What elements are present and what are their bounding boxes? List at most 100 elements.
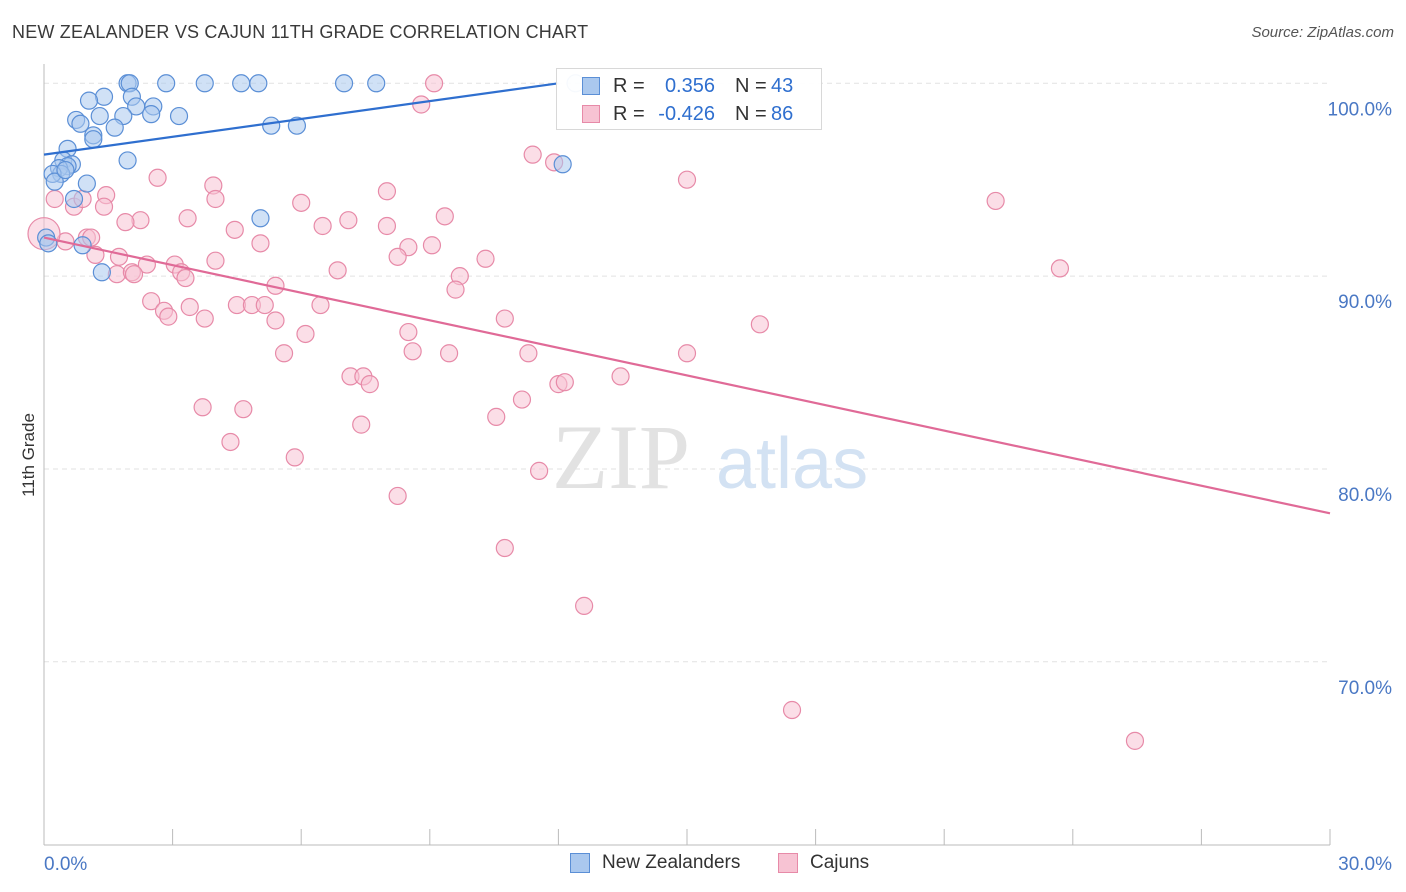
point-new-zealanders [251,209,270,228]
point-new-zealanders [262,116,281,135]
new-zealanders-swatch [582,77,600,95]
point-cajuns [611,367,630,386]
point-cajuns [116,213,135,232]
point-new-zealanders [334,74,354,93]
point-cajuns [313,216,332,236]
point-cajuns [225,220,244,239]
point-cajuns [412,95,431,114]
source-label: Source: ZipAtlas.com [1251,24,1394,41]
point-cajuns [677,344,697,363]
point-cajuns [206,251,225,270]
point-cajuns [206,189,225,209]
point-new-zealanders [142,105,161,124]
stats-row-cajuns: R = -0.426 N = 86 [557,101,821,127]
point-cajuns [352,415,371,434]
legend-swatch-cajuns [778,853,798,873]
point-cajuns [221,432,240,452]
point-cajuns [94,197,114,216]
y-tick-label: 100.0% [1328,99,1393,120]
point-cajuns [530,461,549,480]
point-new-zealanders [92,263,111,282]
point-cajuns [487,407,506,426]
chart-title: NEW ZEALANDER VS CAJUN 11TH GRADE CORREL… [12,22,589,42]
y-tick-label: 90.0% [1338,292,1392,313]
gridlines [44,82,1330,663]
point-cajuns [424,74,444,93]
point-cajuns [328,261,347,280]
point-cajuns [519,344,538,363]
r-value: 0.356 [664,75,715,97]
point-cajuns [45,189,64,209]
point-new-zealanders [64,189,84,209]
point-new-zealanders [77,174,96,193]
series-cajuns-points [27,74,1145,750]
point-cajuns [1050,259,1070,278]
x-tick-label: 30.0% [1338,854,1392,875]
point-cajuns [377,182,397,201]
point-cajuns [159,307,178,326]
point-cajuns [176,268,195,288]
point-cajuns [575,596,594,615]
n-value: 86 [771,103,794,125]
point-new-zealanders [169,106,189,126]
point-cajuns [377,216,397,236]
point-cajuns [512,390,532,409]
stats-row-new-zealanders: R = 0.356 N = 43 [557,73,821,99]
watermark-zip: ZIP [552,406,690,508]
point-cajuns [422,236,442,255]
r-label: R = [613,103,645,125]
point-cajuns [266,311,285,330]
x-tick-label: 0.0% [44,854,87,875]
point-cajuns [296,324,315,344]
point-new-zealanders [79,91,99,110]
point-new-zealanders [45,172,64,191]
point-cajuns [131,211,150,230]
point-cajuns [1125,731,1145,750]
legend-label: Cajuns [810,852,870,873]
point-new-zealanders [249,74,268,93]
point-cajuns [285,448,304,467]
trend-lines [43,82,1331,515]
point-new-zealanders [553,155,572,174]
point-cajuns [388,247,407,266]
point-cajuns [435,207,454,226]
point-new-zealanders [71,114,90,133]
point-cajuns [142,292,161,311]
y-tick-label: 80.0% [1338,485,1392,506]
point-cajuns [782,700,802,720]
point-new-zealanders [94,87,114,106]
point-cajuns [86,245,105,265]
point-cajuns [234,400,253,419]
point-cajuns [107,265,126,284]
r-value: -0.426 [658,103,715,125]
n-label: N = [735,75,767,97]
point-cajuns [274,344,294,363]
point-new-zealanders [105,118,124,137]
point-cajuns [251,234,270,253]
point-cajuns [750,315,769,334]
point-cajuns [292,193,311,212]
point-new-zealanders [232,74,251,93]
point-new-zealanders [90,106,109,126]
point-cajuns [148,168,167,187]
point-cajuns [495,538,514,558]
point-cajuns [523,145,542,164]
cajuns-swatch [582,105,600,123]
point-cajuns [255,295,274,315]
point-cajuns [476,249,495,268]
point-cajuns [399,322,418,342]
point-new-zealanders [195,74,214,93]
point-cajuns [193,398,212,417]
legend-swatch-new-zealanders [570,853,590,873]
point-cajuns [180,297,199,317]
r-label: R = [613,75,645,97]
point-new-zealanders [118,151,137,170]
stats-box: R = 0.356 N = 43 R = -0.426 N = 86 [556,68,822,130]
watermark: ZIP atlas [552,406,868,508]
tick-labels: 70.0% 80.0% 90.0% 100.0% 0.0% 30.0% [44,99,1392,875]
point-cajuns [388,486,407,506]
point-new-zealanders [157,74,176,93]
n-label: N = [735,103,767,125]
point-cajuns [986,191,1005,211]
